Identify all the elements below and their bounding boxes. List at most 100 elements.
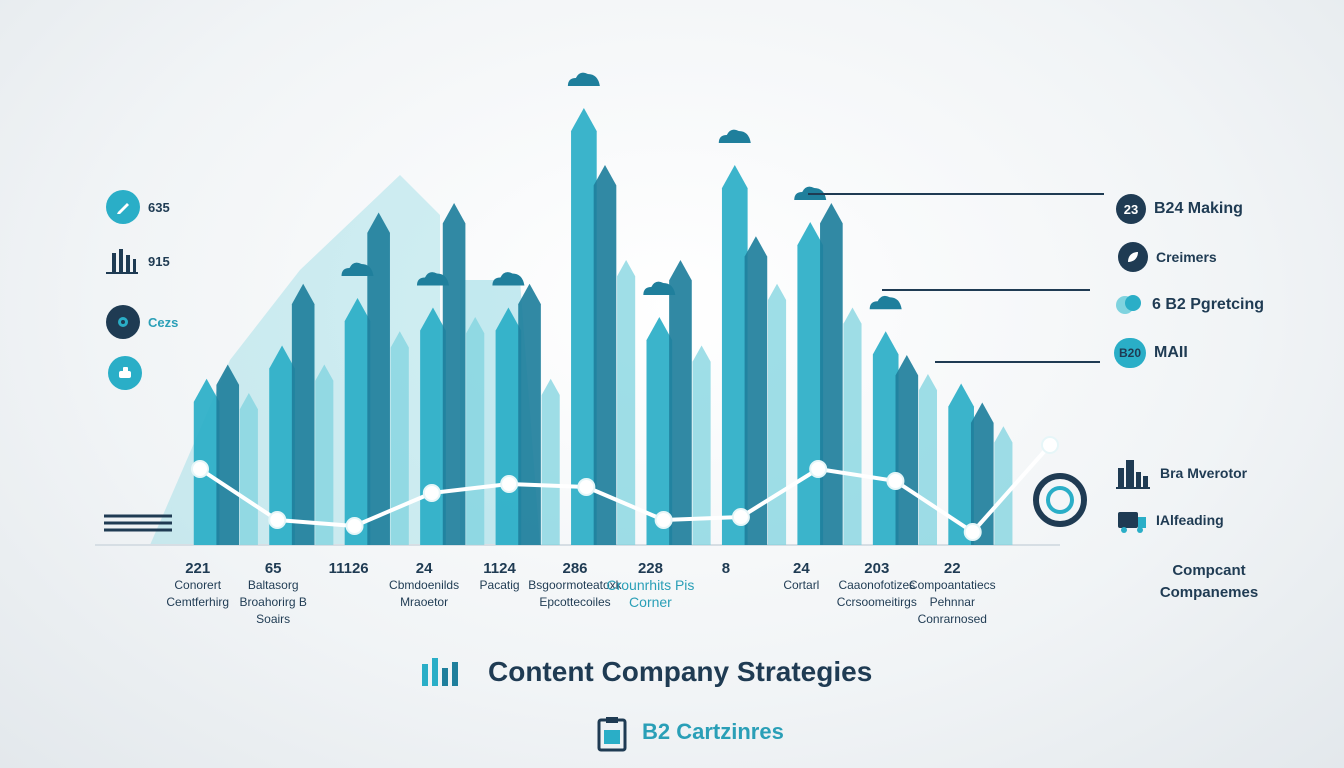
x-tick-value-3: 11126 [328, 560, 369, 577]
right-legend-5: Bra Mverotor [1114, 456, 1247, 490]
bar-3-3 [390, 331, 409, 545]
bar-1-9 [797, 222, 824, 545]
people-icon [1114, 290, 1144, 320]
x-tick-4: 24 Cbmdoenilds Mraoetor [374, 560, 474, 611]
x-tick-1: 221 Conorert Cemtferhirg [148, 560, 248, 611]
bar-2-1 [216, 364, 240, 545]
x-tick-label-5: Pacatig [479, 578, 520, 592]
left-legend-3: Cezs [106, 305, 178, 339]
trend-point-10 [886, 472, 905, 490]
x-tick-label-2: Baltasorg Broahorirg B Soairs [239, 578, 307, 626]
bar-1-11 [948, 383, 974, 545]
trend-point-8 [731, 508, 750, 526]
x-tick-10: 203 Caaonofotizes Ccrsoomeitirgs [827, 560, 927, 611]
bar-1-7 [646, 317, 673, 545]
right-legend-1: 23 B24 Making [1116, 194, 1243, 224]
trend-line [198, 443, 1052, 534]
bar-3-5 [541, 378, 560, 545]
right-legend-6: IAlfeading [1116, 506, 1224, 534]
x-tick-value-4: 24 [415, 560, 433, 577]
x-tick-2: 65 Baltasorg Broahorirg B Soairs [223, 560, 323, 628]
x-tick-9: 24 Cortarl [751, 560, 851, 594]
truck-icon [1116, 506, 1148, 534]
trend-point-2 [268, 511, 287, 529]
x-tick-label-11: Compoantatiecs Pehnnar Conrarnosed [908, 578, 996, 626]
cloud-marker-4 [416, 272, 449, 286]
cloud-marker-3 [341, 262, 374, 276]
right-legend-label-5: Bra Mverotor [1160, 465, 1248, 481]
x-tick-label-7: Crounrhits Pis Corner [606, 577, 695, 610]
x-tick-7: 228 Crounrhits Pis Corner [600, 560, 700, 611]
bar-3-6 [617, 260, 636, 545]
pencil-icon [106, 190, 140, 224]
x-tick-value-2: 65 [264, 560, 282, 577]
trend-point-7 [654, 511, 673, 529]
trend-point-12 [1041, 436, 1059, 454]
cloud-marker-7 [643, 281, 676, 295]
left-legend-label-2: 915 [148, 253, 170, 269]
x-tick-value-11: 22 [943, 560, 961, 577]
bar-1-5 [495, 307, 522, 545]
document-icon [596, 716, 628, 757]
bar-3-8 [767, 283, 787, 545]
right-legend-label-6: IAlfeading [1156, 512, 1224, 528]
target-ring-outer [1033, 473, 1087, 527]
leaf-icon [1118, 242, 1148, 272]
bar-2-4 [442, 203, 466, 545]
right-legend-label-3: 6 B2 Pgretcing [1152, 296, 1265, 313]
bar-2-5 [518, 283, 541, 545]
bar-3-4 [466, 317, 485, 545]
cloud-marker-10 [869, 295, 902, 310]
x-tick-label-1: Conorert Cemtferhirg [166, 578, 230, 609]
trend-point-4 [422, 484, 441, 502]
x-tick-value-6: 286 [562, 560, 588, 577]
hand-icon [108, 356, 142, 390]
bar-3-2 [315, 364, 334, 545]
bar-2-7 [669, 260, 692, 545]
x-tick-value-7: 228 [637, 560, 663, 577]
right-legend-4: B20 MAII [1114, 338, 1188, 368]
bar-2-9 [820, 203, 843, 545]
x-tick-5: 1124 Pacatig [450, 560, 550, 594]
x-tick-value-5: 1124 [483, 560, 516, 577]
trend-point-1 [191, 460, 209, 478]
trend-point-3 [345, 517, 364, 535]
right-legend-label-2: Creimers [1156, 249, 1217, 265]
left-legend-1: 635 [106, 190, 170, 224]
cloud-marker-6 [567, 72, 600, 86]
x-tick-value-10: 203 [864, 560, 890, 577]
bar-1-1 [193, 378, 220, 545]
x-tick-11: 22 Compoantatiecs Pehnnar Conrarnosed [902, 560, 1002, 628]
x-tick-6: 286 Bsgoormoteatoxk Epcottecoiles [525, 560, 625, 611]
bar-3-1 [239, 393, 258, 545]
bar-1-10 [872, 331, 899, 545]
trend-point-9 [809, 460, 828, 478]
bar-2-10 [895, 355, 919, 545]
left-legend-2: 915 [104, 246, 170, 276]
bar-3-9 [843, 307, 862, 545]
left-legend-label-3: Cezs [148, 314, 179, 330]
right-legend-label-1: B24 Making [1154, 200, 1243, 217]
gear-icon [106, 305, 140, 339]
bar-1-6 [571, 108, 597, 545]
x-tick-value-9: 24 [793, 560, 810, 577]
bar-3-10 [918, 374, 937, 545]
bar-2-3 [367, 212, 390, 545]
left-legend-label-1: 635 [148, 199, 170, 215]
left-legend-4 [108, 356, 142, 390]
building-icon [1114, 456, 1152, 490]
mail-icon: B20 [1114, 338, 1146, 368]
x-tick-value-8: 8 [721, 560, 731, 577]
bar-1-8 [721, 165, 748, 545]
right-legend-label-7: Compcant Companemes [1159, 562, 1259, 601]
x-tick-label-6: Bsgoormoteatoxk Epcottecoiles [528, 578, 622, 609]
bar-chart-icon [104, 246, 140, 276]
chart-title: Content Company Strategies [488, 656, 873, 687]
bar-3-11 [994, 426, 1013, 545]
bar-2-6 [593, 165, 617, 545]
bar-2-11 [970, 402, 994, 545]
x-tick-3: 11126 [299, 560, 399, 577]
title-chart-icon [420, 656, 466, 693]
target-ring-inner [1046, 486, 1074, 514]
